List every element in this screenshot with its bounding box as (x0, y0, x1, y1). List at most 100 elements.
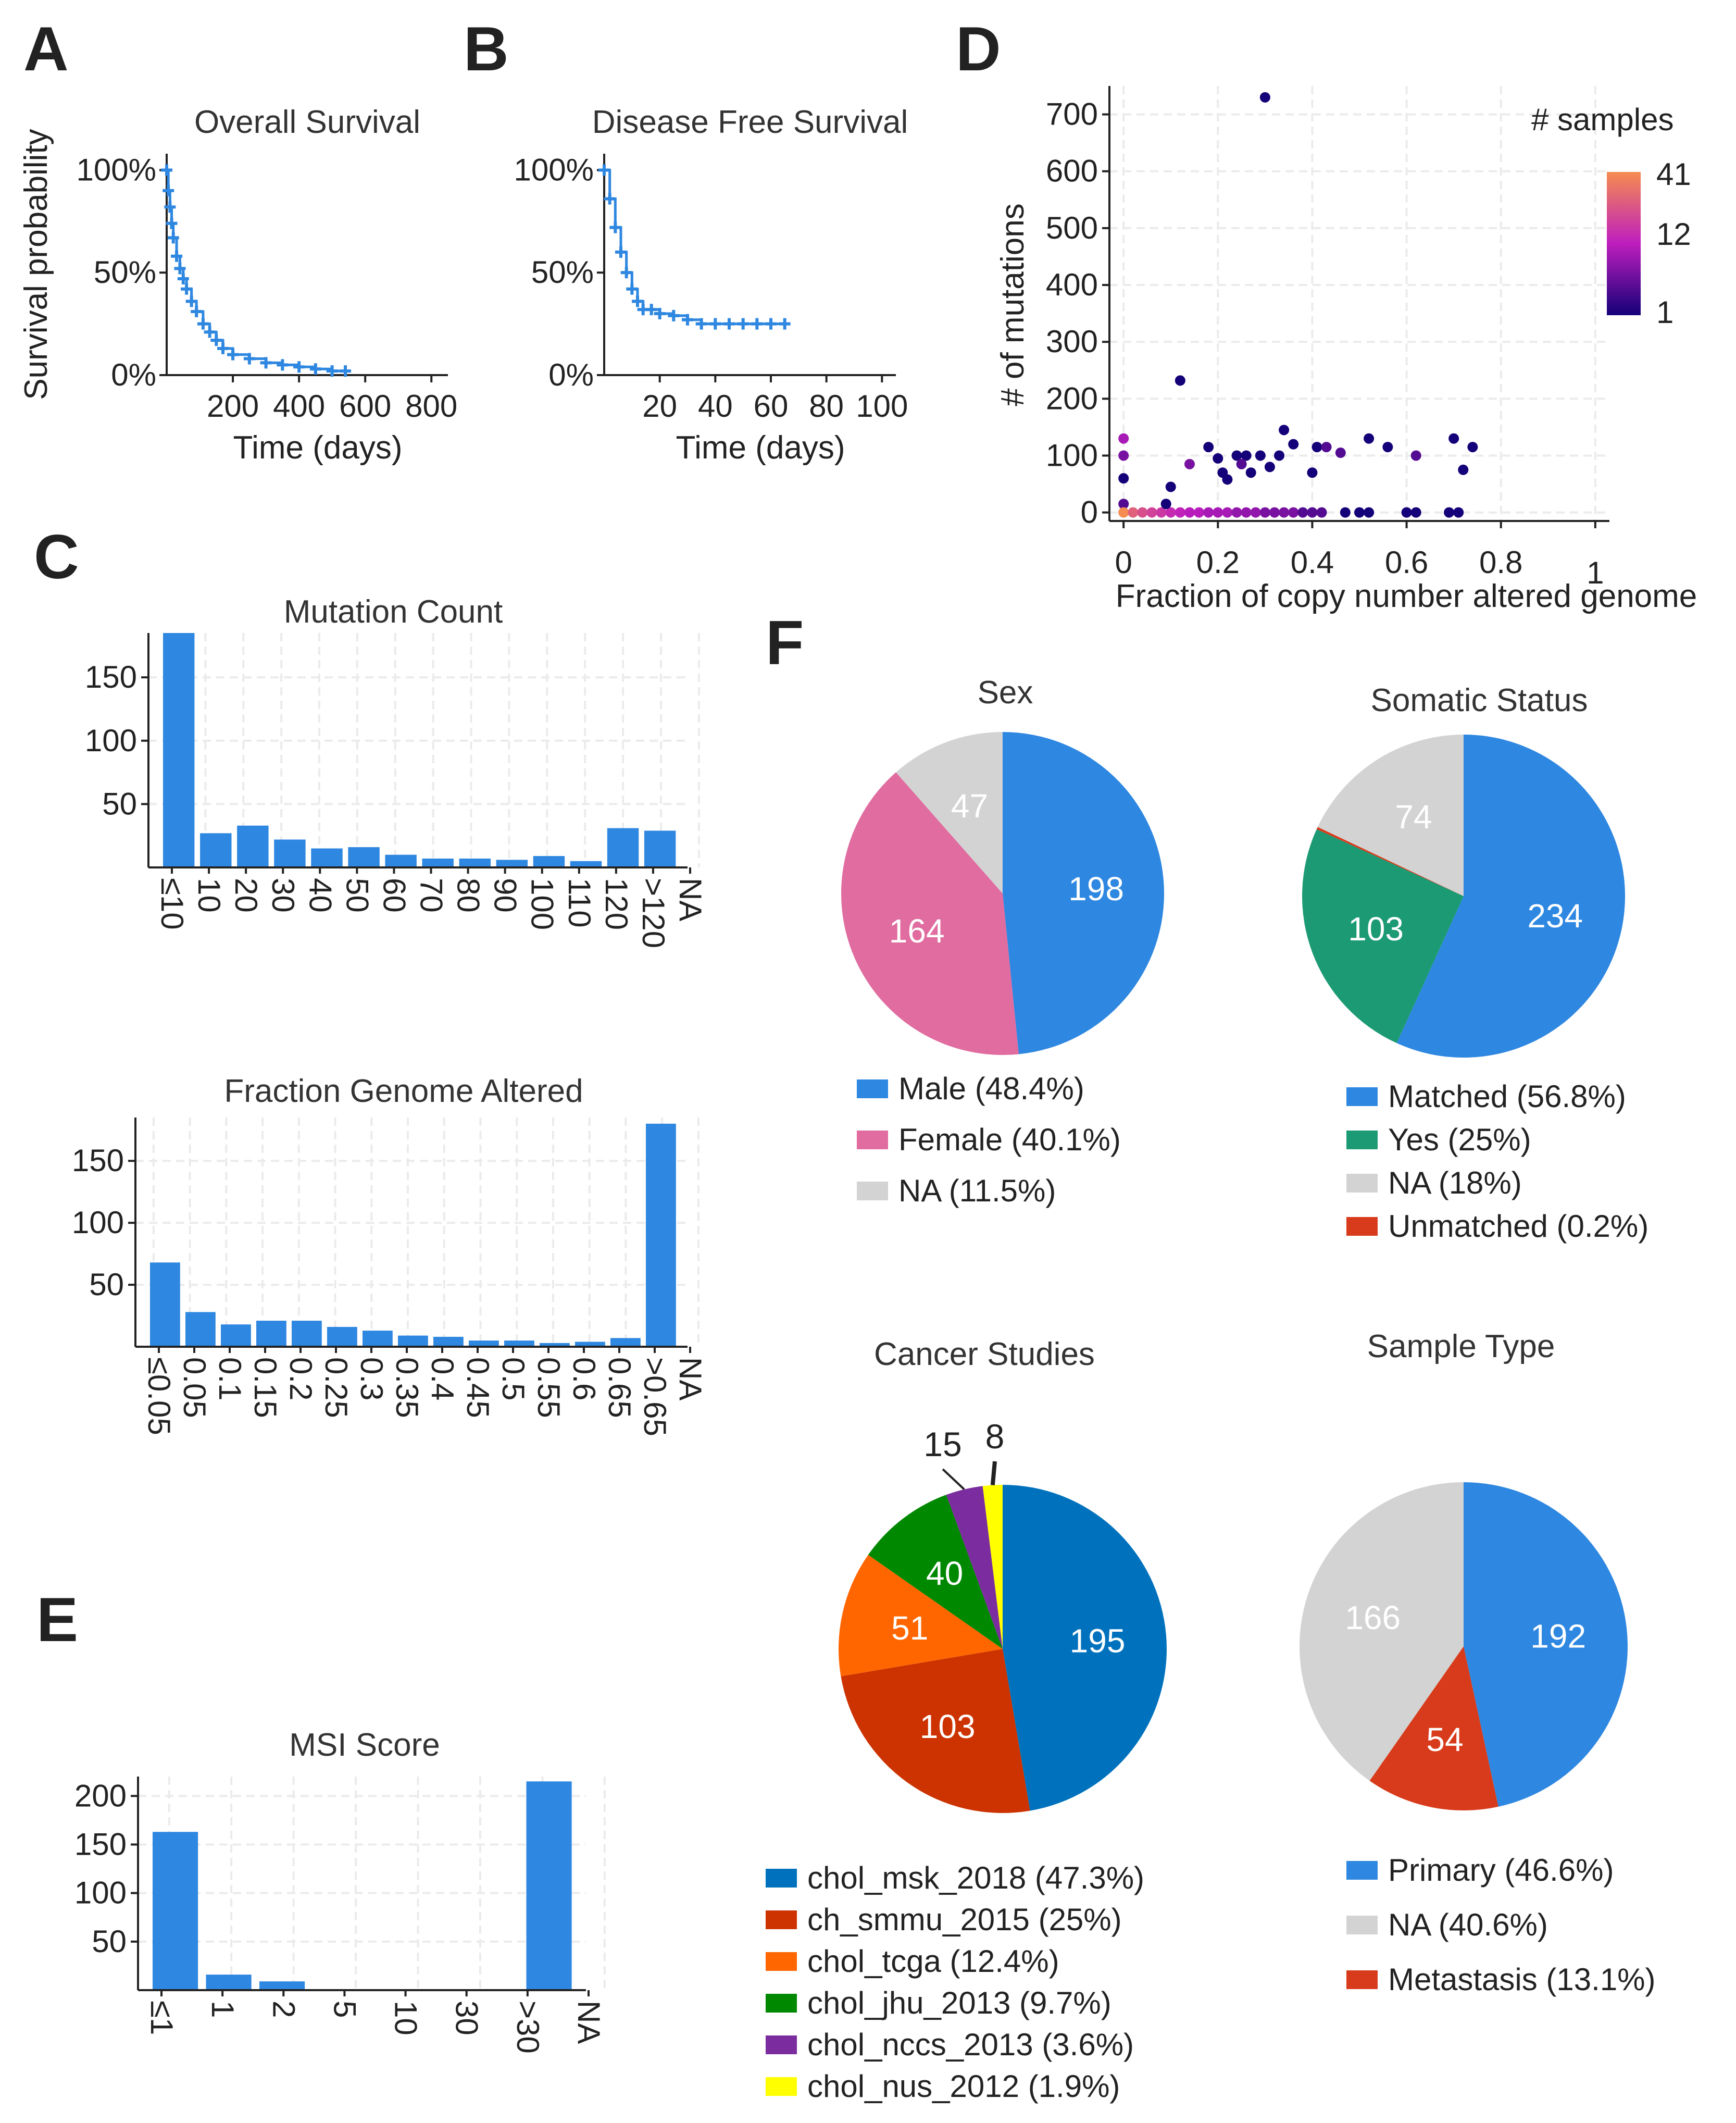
histogram-bar (610, 1338, 641, 1347)
scatter-point (1458, 464, 1469, 475)
x-tick-label: 0.1 (213, 1357, 247, 1400)
x-tick-label: 0.35 (390, 1357, 424, 1418)
x-tick-label: ≤10 (155, 878, 190, 930)
censor-mark (197, 318, 209, 330)
pie-slice (982, 1485, 1003, 1649)
censor-mark (174, 263, 186, 275)
censor-mark (277, 359, 289, 371)
pie-slice (1369, 1646, 1498, 1810)
legend-label: chol_nus_2012 (1.9%) (807, 2069, 1120, 2104)
scatter-point (1467, 442, 1478, 453)
legend-label: Male (48.4%) (898, 1071, 1084, 1106)
scatter-point (1364, 433, 1375, 444)
x-tick-label: 50 (340, 878, 374, 913)
legend-swatch (766, 2077, 797, 2096)
histogram-bar (496, 860, 528, 867)
scatter-point (1222, 474, 1233, 485)
x-tick-label: NA (571, 2001, 606, 2044)
scatter-point (1316, 507, 1327, 518)
legend-swatch (766, 1994, 797, 2013)
histogram-bar (153, 1832, 198, 1990)
x-tick-label: 100 (856, 389, 908, 424)
legend-label: Female (40.1%) (898, 1122, 1121, 1157)
histogram-bar (259, 1981, 305, 1990)
panel-label-a: A (23, 14, 69, 84)
plot-title: Mutation Count (284, 594, 503, 630)
x-tick-label: 0.5 (496, 1357, 531, 1400)
y-tick-label: 200 (1046, 381, 1098, 416)
pie-slice (1464, 1482, 1628, 1807)
y-tick-label: 700 (1046, 97, 1098, 132)
x-tick-label: 0.25 (319, 1357, 354, 1418)
scatter-point (1137, 507, 1148, 518)
censor-mark (654, 307, 666, 319)
pie-value-label: 51 (891, 1609, 928, 1647)
x-tick-label: 70 (414, 878, 449, 913)
fraction-genome-altered-histogram: Fraction Genome Altered 50 100 150 ≤0.05 0.05… (72, 1073, 708, 1436)
pie-slice (868, 1495, 1003, 1649)
histogram-bar (433, 1336, 464, 1347)
scatter-point (1231, 507, 1242, 518)
x-tick-label: 0 (1115, 545, 1132, 580)
y-tick-label: 0% (111, 357, 156, 392)
scatter-point (1307, 507, 1318, 518)
x-tick-label: 400 (273, 389, 325, 424)
x-tick-label: >0.65 (638, 1357, 672, 1436)
x-tick-label: 0.45 (460, 1357, 495, 1418)
y-tick-label: 400 (1046, 267, 1098, 302)
scatter-point (1269, 507, 1280, 518)
scatter-point (1444, 507, 1455, 518)
scatter-point (1213, 507, 1223, 518)
censor-mark (177, 273, 189, 285)
legend-label: Yes (25%) (1388, 1122, 1531, 1157)
y-axis-label: Survival probability (18, 129, 54, 400)
histogram-bar (607, 828, 639, 867)
legend-label: Primary (46.6%) (1388, 1853, 1614, 1888)
x-axis-label: Fraction of copy number altered genome (1116, 578, 1697, 614)
censor-mark (668, 309, 680, 321)
x-tick-label: 10 (192, 878, 227, 913)
pie-slice (1003, 1485, 1167, 1811)
censor-mark (163, 184, 174, 196)
censor-mark (243, 353, 255, 365)
color-scale-label: 1 (1656, 295, 1673, 330)
histogram-bar (256, 1321, 286, 1347)
survival-curve (604, 168, 785, 326)
y-tick-label: 100 (1046, 438, 1098, 473)
censor-mark (181, 283, 193, 295)
pie-value-label: 103 (1348, 910, 1404, 948)
pie-title: Sex (978, 675, 1033, 711)
x-axis-label: Time (days) (676, 430, 845, 466)
histogram-bar (540, 1343, 570, 1347)
somatic-status-pie-chart: Somatic Status 234 103 74 Matched (56.8%) Yes… (1302, 682, 1648, 1244)
scatter-point (1184, 507, 1195, 518)
histogram-bar (570, 861, 602, 867)
censor-mark (260, 357, 272, 369)
scatter-point (1274, 450, 1285, 461)
histogram-bar (363, 1331, 393, 1347)
y-tick-label: 100 (72, 1205, 124, 1240)
histogram-bar (163, 633, 195, 867)
color-scale-label: 12 (1656, 217, 1691, 252)
scatter-point (1203, 442, 1214, 453)
y-tick-label: 100% (514, 152, 594, 187)
legend-swatch (766, 2035, 797, 2054)
scatter-point (1321, 442, 1332, 453)
scatter-point (1410, 450, 1421, 461)
scatter-point (1255, 450, 1266, 461)
legend-label: chol_nccs_2013 (3.6%) (807, 2027, 1134, 2062)
plot-title: Overall Survival (194, 104, 420, 140)
color-scale-label: 41 (1656, 157, 1691, 192)
censor-mark (709, 318, 721, 330)
y-axis-label: # of mutations (995, 203, 1031, 406)
scatter-point (1307, 467, 1318, 478)
histogram-bar (526, 1781, 572, 1990)
censor-mark (598, 164, 610, 176)
censor-mark (164, 201, 176, 213)
panel-label-d: D (956, 14, 1001, 84)
y-tick-label: 100 (74, 1876, 127, 1910)
pie-slice (1396, 735, 1625, 1058)
censor-mark (626, 283, 638, 295)
x-tick-label: 0.2 (283, 1357, 318, 1400)
